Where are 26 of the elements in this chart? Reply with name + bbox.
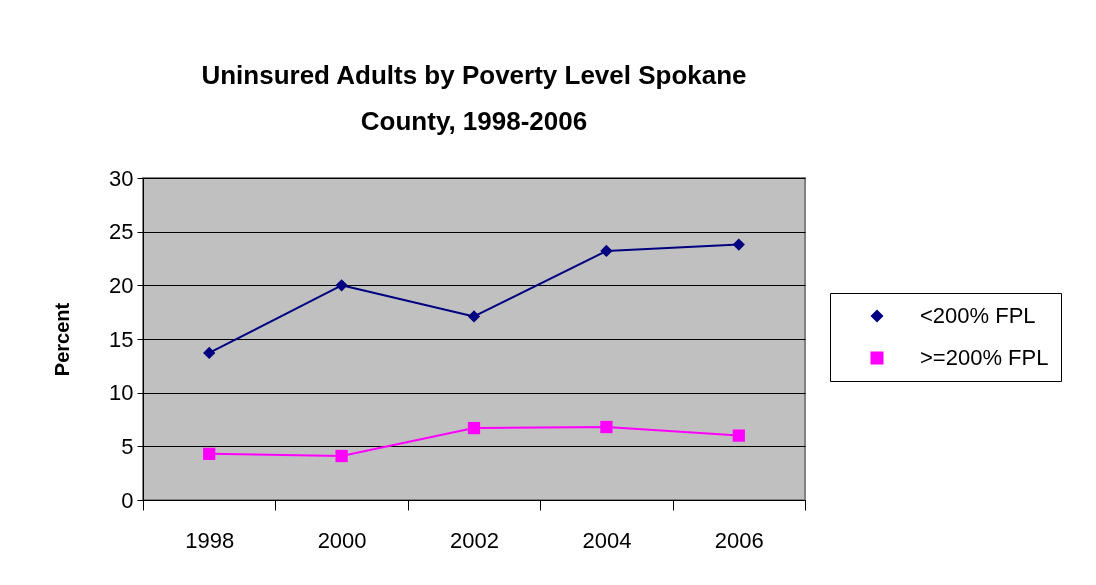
point <box>335 449 348 463</box>
point <box>467 310 481 323</box>
y-axis-title: Percent <box>51 302 74 377</box>
x-tick-label: 2000 <box>317 527 367 553</box>
x-tick-label: 2002 <box>450 527 499 553</box>
chart-title: Uninsured Adults by Poverty Level Spokane County, 1998-2006 <box>201 60 747 136</box>
y-tick-label: 0 <box>121 487 134 513</box>
point <box>203 447 216 460</box>
y-tick-label: 5 <box>121 433 134 459</box>
point <box>203 346 216 360</box>
x-tick-label: 2006 <box>714 527 764 553</box>
x-tick-label: 2004 <box>582 527 632 553</box>
point <box>335 279 348 292</box>
x-tick-label: 1998 <box>185 527 235 553</box>
y-tick-label: 10 <box>109 380 134 406</box>
point <box>467 421 481 435</box>
y-tick-label: 15 <box>109 326 134 352</box>
point <box>732 429 745 442</box>
y-tick-label: 25 <box>109 219 134 245</box>
legend-label: >=200% FPL <box>920 345 1049 370</box>
point <box>732 238 745 251</box>
y-tick-label: 30 <box>109 165 134 191</box>
legend-label: <200% FPL <box>920 303 1036 328</box>
point <box>600 244 613 258</box>
point <box>600 420 613 434</box>
y-tick-label: 20 <box>109 272 134 298</box>
